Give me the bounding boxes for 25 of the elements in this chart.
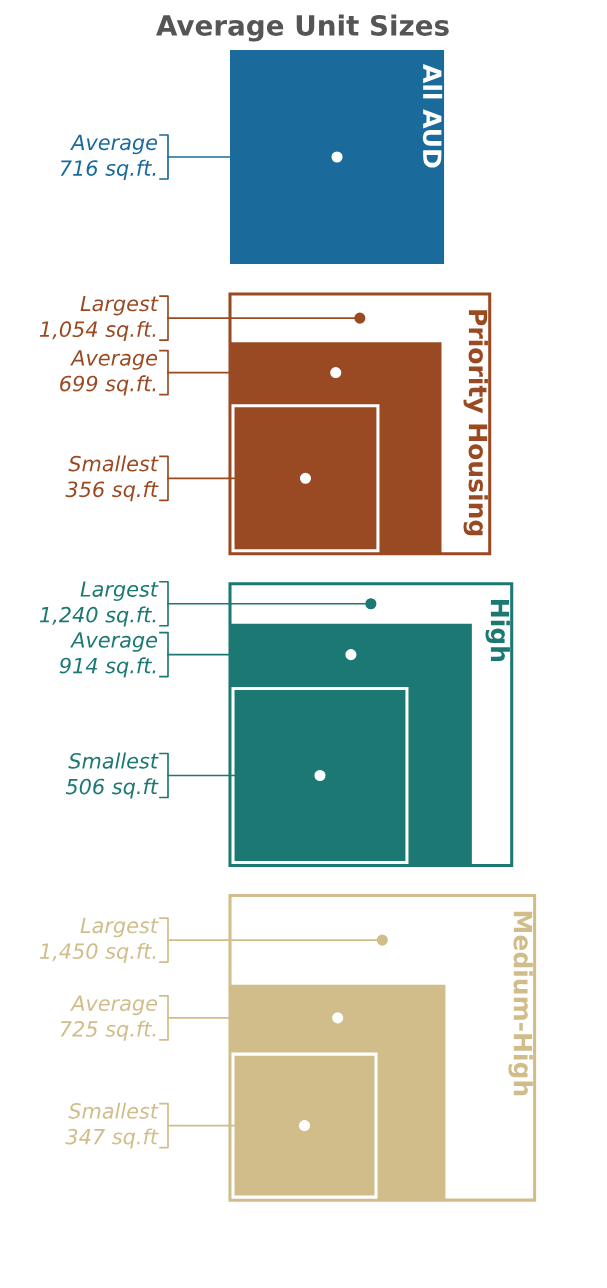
text: Medium-High <box>508 911 533 1096</box>
text: All AUD <box>422 64 443 168</box>
text: High <box>485 600 510 662</box>
category-label: Smallest <box>68 1102 159 1119</box>
category-label: Average <box>70 632 158 652</box>
category-label: Average <box>70 995 158 1016</box>
category-label: Largest <box>80 295 159 316</box>
category-label: Largest <box>80 917 159 938</box>
data-label: 699 sq.ft. <box>60 375 156 396</box>
category-label: Largest <box>80 581 159 601</box>
data-label: 716 sq.ft. <box>60 159 156 180</box>
data-label: 347 sq.ft <box>65 1128 159 1149</box>
category-label: Average <box>70 134 158 155</box>
data-label: 1,054 sq.ft. <box>39 320 156 342</box>
category-label: Smallest <box>68 455 159 472</box>
data-label: 506 sq.ft <box>65 778 159 799</box>
data-label: 1,240 sq.ft. <box>39 606 156 627</box>
data-label: 914 sq.ft. <box>59 657 156 678</box>
text: Priority Housing <box>463 310 488 536</box>
data-label: 356 sq.ft <box>65 481 159 502</box>
text: Average Unit Sizes <box>156 14 449 42</box>
category-label: Smallest <box>68 752 159 769</box>
data-label: 725 sq.ft. <box>60 1020 156 1041</box>
category-label: Average <box>70 350 158 370</box>
data-label: 1,450 sq.ft. <box>39 942 156 963</box>
